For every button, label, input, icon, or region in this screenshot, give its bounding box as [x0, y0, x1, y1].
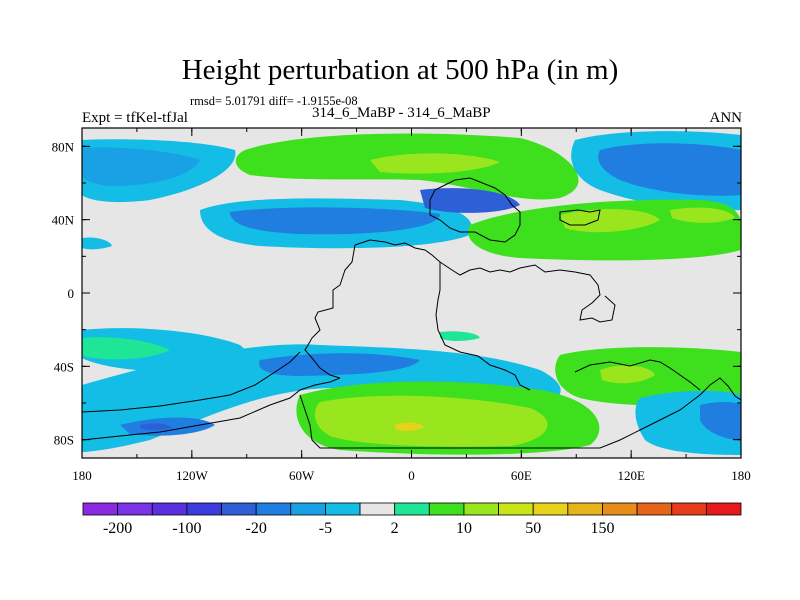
y-tick-label: 40S [54, 359, 74, 374]
contour-negative-atlantic-core [230, 207, 440, 235]
colorbar-swatch [705, 502, 742, 516]
colorbar-swatch [636, 502, 673, 516]
colorbar-label: -20 [245, 520, 266, 537]
x-tick-label: 0 [408, 468, 415, 483]
colorbar-swatch [290, 502, 326, 516]
colorbar-swatch [671, 502, 707, 516]
contour-field [82, 128, 741, 458]
contour-positive-spacific [82, 337, 170, 360]
contour-negative-europe [420, 188, 520, 213]
stats-text: rmsd= 5.01791 diff= -1.9155e-08 [190, 94, 358, 108]
colorbar-swatch [394, 502, 430, 516]
colorbar-swatch [359, 502, 396, 516]
x-axis: 180 120W 60W 0 60E 120E 180 [72, 128, 751, 483]
x-tick-label: 60E [511, 468, 532, 483]
x-tick-label: 180 [731, 468, 751, 483]
colorbar-swatch [428, 502, 465, 516]
y-tick-label: 40N [52, 213, 75, 228]
colorbar-swatch [498, 502, 534, 516]
contour-high-asia [560, 208, 660, 233]
colorbar-label: 10 [456, 520, 472, 537]
colorbar-swatch [532, 502, 569, 516]
contour-negative-siberia-core [598, 143, 741, 196]
colorbar-swatch [567, 502, 603, 516]
y-tick-label: 80N [52, 139, 75, 154]
coastline-greenland [429, 177, 521, 243]
x-tick-label: 120E [617, 468, 645, 483]
contour-high-indian [600, 365, 655, 384]
y-tick-label: 0 [68, 286, 75, 301]
colorbar: -200 -100 -20 -5 2 10 50 150 [82, 502, 742, 537]
contour-negative-southern-core [259, 353, 420, 376]
x-tick-label: 60W [289, 468, 315, 483]
coastline-americas [304, 244, 356, 379]
x-tick-label: 120W [176, 468, 209, 483]
contour-negative-npacific-core [82, 147, 200, 186]
colorbar-swatch [117, 502, 153, 516]
contour-positive-samerica [440, 331, 480, 341]
coastlines [82, 177, 741, 449]
colorbar-swatch [151, 502, 188, 516]
contour-high-antarctic [314, 395, 548, 447]
coastline-africa-west [435, 262, 531, 391]
colorbar-swatch [186, 502, 222, 516]
coastline-antarctica-east [299, 377, 741, 449]
y-axis: 80N 40N 0 40S 80S [52, 139, 741, 448]
colorbar-label: -100 [172, 520, 201, 537]
colorbar-label: 50 [525, 520, 541, 537]
colorbar-label: -200 [103, 520, 132, 537]
colorbar-label: 150 [590, 520, 614, 537]
colorbar-swatch [463, 502, 499, 516]
colorbar-label: 2 [391, 520, 399, 537]
contour-high-arctic [370, 153, 500, 174]
case-label: 314_6_MaBP - 314_6_MaBP [312, 105, 491, 121]
colorbar-swatch [602, 502, 638, 516]
contour-negative-southern [82, 344, 561, 452]
colorbar-swatch [221, 502, 257, 516]
colorbar-swatch [255, 502, 292, 516]
coastline-australia [574, 359, 701, 391]
experiment-label: Expt = tfKel-tfJal [82, 110, 188, 126]
x-tick-label: 180 [72, 468, 92, 483]
contour-high-pacific [670, 207, 735, 223]
coastline-africa-asia [354, 239, 616, 323]
contour-negative-west [82, 237, 112, 250]
y-tick-label: 80S [54, 433, 74, 448]
chart-title: Height perturbation at 500 hPa (in m) [181, 54, 619, 86]
contour-negative-antarctic-east-core [700, 402, 741, 440]
contour-negative-ross-core [140, 423, 172, 431]
colorbar-swatch [82, 502, 119, 516]
season-label: ANN [709, 110, 743, 126]
coastline-antarctica-west [82, 377, 341, 441]
coastline-peninsula [82, 351, 301, 413]
colorbar-label: -5 [319, 520, 332, 537]
coastline-asia-north [559, 209, 601, 226]
colorbar-swatch [325, 502, 361, 516]
contour-peak-antarctic [395, 422, 424, 432]
